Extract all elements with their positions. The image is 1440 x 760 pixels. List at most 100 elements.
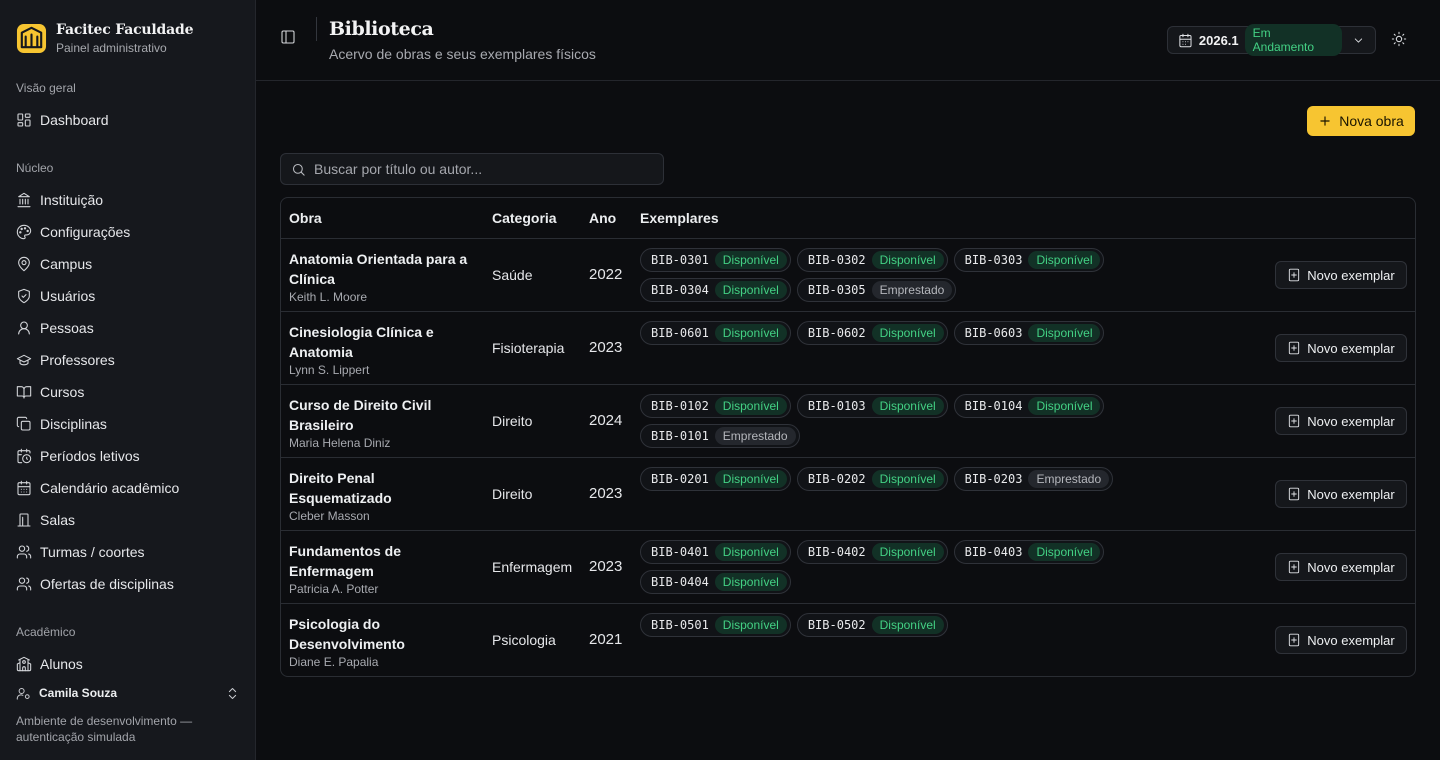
work-cell: Cinesiologia Clínica e Anatomia Lynn S. … [289,322,479,378]
new-copy-button[interactable]: Novo exemplar [1275,261,1407,289]
copy-chip[interactable]: BIB-0403 Disponível [953,540,1105,564]
brand-logo-icon [16,23,47,54]
copy-code: BIB-0402 [807,545,866,559]
new-copy-button[interactable]: Novo exemplar [1275,480,1407,508]
copy-status-badge: Disponível [871,251,944,269]
copy-chip[interactable]: BIB-0402 Disponível [796,540,948,564]
copy-status-badge: Disponível [714,470,787,488]
file-plus-icon [1289,633,1300,647]
sidebar-item-salas[interactable]: Salas [0,504,256,536]
copy-chip[interactable]: BIB-0102 Disponível [640,394,791,418]
copy-chip[interactable]: BIB-0203 Emprestado [953,467,1114,491]
sidebar-item-campus[interactable]: Campus [0,248,256,280]
copy-code: BIB-0602 [807,326,866,340]
file-plus-icon [1289,560,1300,574]
copy-chip[interactable]: BIB-0104 Disponível [953,394,1105,418]
period-label: 2026.1 [1198,32,1239,48]
page-subtitle: Acervo de obras e seus exemplares físico… [329,46,596,62]
map-pin-icon [18,256,30,272]
copy-status-badge: Disponível [1028,543,1101,561]
users-icon [16,577,32,591]
user-menu[interactable]: Camila Souza [0,682,256,704]
work-author: Keith L. Moore [289,290,368,304]
sidebar-item-configuracoes[interactable]: Configurações [0,216,256,248]
copy-status-badge: Disponível [1028,251,1101,269]
copy-chip[interactable]: BIB-0404 Disponível [640,570,791,594]
copy-chip[interactable]: BIB-0602 Disponível [796,321,948,345]
copy-code: BIB-0101 [651,429,709,443]
copy-chip[interactable]: BIB-0303 Disponível [953,248,1105,272]
copy-chip[interactable]: BIB-0501 Disponível [640,613,791,637]
new-work-label: Nova obra [1339,113,1404,129]
work-year: 2022 [589,266,623,283]
sun-icon [1391,31,1407,47]
sidebar-toggle-button[interactable] [280,29,300,49]
new-copy-label: Novo exemplar [1307,267,1395,283]
table-body: Anatomia Orientada para a Clínica Keith … [281,239,1415,676]
copy-chip[interactable]: BIB-0201 Disponível [640,467,791,491]
copies-list: BIB-0301 Disponível BIB-0302 Disponível … [640,248,1160,302]
table-row: Fundamentos de Enfermagem Patricia A. Po… [281,531,1415,604]
copy-code: BIB-0102 [651,399,709,413]
sidebar-item-pessoas[interactable]: Pessoas [0,312,256,344]
plus-icon [1320,116,1330,126]
copy-chip[interactable]: BIB-0305 Emprestado [796,278,957,302]
copy-chip[interactable]: BIB-0304 Disponível [640,278,791,302]
sidebar-item-ofertas-de-disciplinas[interactable]: Ofertas de disciplinas [0,568,256,600]
file-plus-icon [1289,268,1300,282]
period-selector[interactable]: 2026.1 Em Andamento [1167,24,1376,56]
sidebar: Facitec Faculdade Painel administrativo … [0,0,256,760]
copy-chip[interactable]: BIB-0302 Disponível [796,248,948,272]
sidebar-item-periodos-letivos[interactable]: Períodos letivos [0,440,256,472]
sidebar-item-turmas-coortes[interactable]: Turmas / coortes [0,536,256,568]
copy-chip[interactable]: BIB-0601 Disponível [640,321,791,345]
copy-code: BIB-0203 [964,472,1023,486]
copy-status-badge: Disponível [871,324,944,342]
sidebar-item-dashboard[interactable]: Dashboard [0,104,256,136]
new-copy-button[interactable]: Novo exemplar [1275,553,1407,581]
sidebar-item-cursos[interactable]: Cursos [0,376,256,408]
copy-chip[interactable]: BIB-0301 Disponível [640,248,791,272]
copy-chip[interactable]: BIB-0502 Disponível [796,613,948,637]
sidebar-item-instituicao[interactable]: Instituição [0,184,256,216]
copy-code: BIB-0404 [651,575,709,589]
sidebar-item-label: Instituição [40,192,104,208]
copy-status-badge: Disponível [714,543,787,561]
copy-code: BIB-0305 [807,283,866,297]
nav-group-title: Acadêmico [16,625,76,639]
brand-subtitle: Painel administrativo [56,41,167,55]
copy-code: BIB-0104 [964,399,1023,413]
sidebar-item-label: Disciplinas [40,416,107,432]
work-category: Psicologia [492,632,556,648]
brand[interactable]: Facitec Faculdade Painel administrativo [0,0,255,62]
sidebar-item-usuarios[interactable]: Usuários [0,280,256,312]
sidebar-item-disciplinas[interactable]: Disciplinas [0,408,256,440]
search-input[interactable] [314,161,654,177]
copy-chip[interactable]: BIB-0103 Disponível [796,394,948,418]
column-header-categoria: Categoria [492,210,557,226]
landmark-icon [17,192,31,208]
sidebar-item-calendario-academico[interactable]: Calendário acadêmico [0,472,256,504]
theme-toggle-button[interactable] [1391,31,1409,49]
new-copy-button[interactable]: Novo exemplar [1275,626,1407,654]
search-box [280,153,664,185]
work-author: Cleber Masson [289,509,370,523]
copy-icon [16,416,31,431]
sidebar-item-alunos[interactable]: Alunos [0,648,256,680]
copy-code: BIB-0603 [964,326,1023,340]
work-cell: Psicologia do Desenvolvimento Diane E. P… [289,614,479,670]
work-cell: Direito Penal Esquematizado Cleber Masso… [289,468,479,524]
copy-code: BIB-0301 [651,253,709,267]
new-work-button[interactable]: Nova obra [1307,106,1415,136]
new-copy-label: Novo exemplar [1307,340,1395,356]
sidebar-item-professores[interactable]: Professores [0,344,256,376]
new-copy-button[interactable]: Novo exemplar [1275,407,1407,435]
copy-code: BIB-0303 [964,253,1023,267]
copy-chip[interactable]: BIB-0401 Disponível [640,540,791,564]
copies-list: BIB-0401 Disponível BIB-0402 Disponível … [640,540,1160,594]
copy-chip[interactable]: BIB-0101 Emprestado [640,424,800,448]
copy-status-badge: Emprestado [871,281,953,299]
copy-chip[interactable]: BIB-0202 Disponível [796,467,948,491]
copy-chip[interactable]: BIB-0603 Disponível [953,321,1105,345]
new-copy-button[interactable]: Novo exemplar [1275,334,1407,362]
